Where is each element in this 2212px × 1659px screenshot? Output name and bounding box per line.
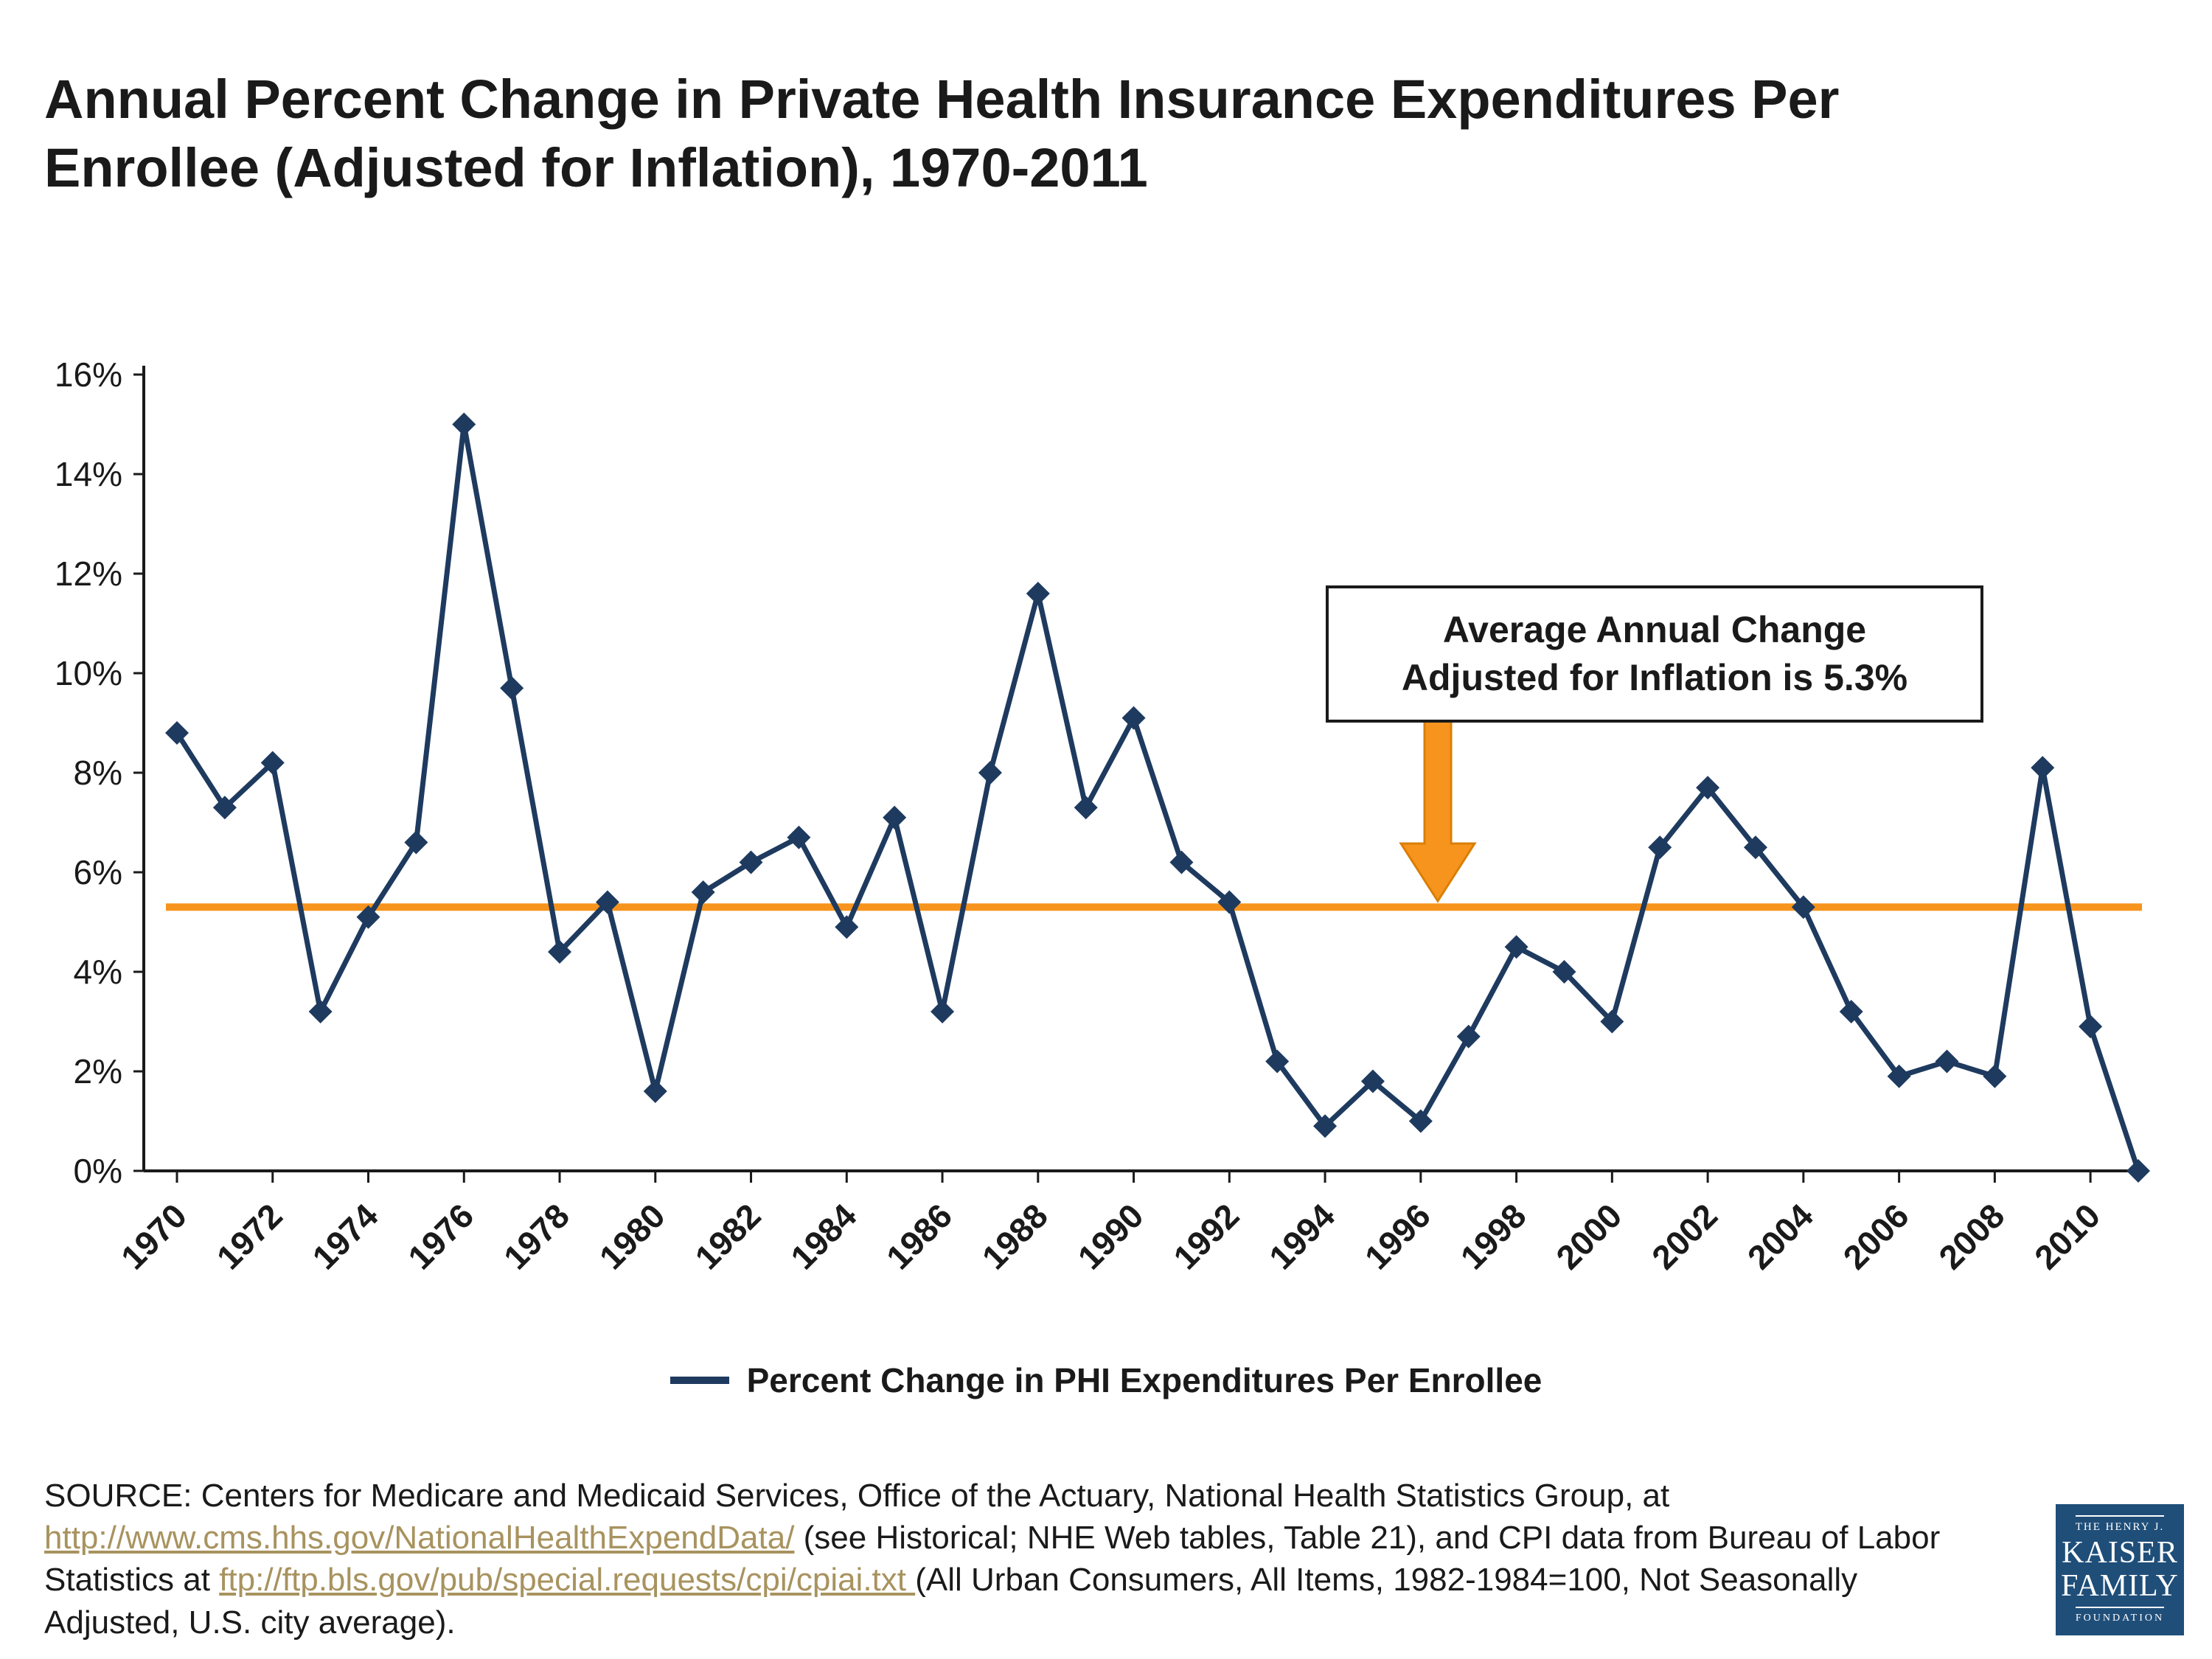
data-point-marker <box>1169 850 1194 874</box>
source-text-segment: SOURCE: Centers for Medicare and Medicai… <box>44 1478 1670 1514</box>
data-point-marker <box>883 805 907 830</box>
data-point-marker <box>1839 1000 1863 1023</box>
kff-logo-foundation: FOUNDATION <box>2075 1606 2165 1624</box>
y-axis-labels: 0% 2% 4% 6% 8% 10% 12% 14% 16% <box>55 355 144 1190</box>
x-tick-label: 2006 <box>1836 1196 1916 1276</box>
y-tick-label: 6% <box>74 853 122 891</box>
y-tick-label: 0% <box>74 1152 122 1190</box>
data-point-marker <box>691 880 715 904</box>
data-point-marker <box>165 721 189 745</box>
data-point-marker <box>1935 1049 1959 1074</box>
data-point-marker <box>1360 1069 1385 1093</box>
x-tick-label: 1990 <box>1070 1196 1150 1276</box>
data-point-marker <box>356 905 380 929</box>
data-point-marker <box>260 751 285 775</box>
data-point-marker <box>1552 960 1576 984</box>
y-tick-label: 4% <box>74 953 122 991</box>
page-title: Annual Percent Change in Private Health … <box>44 68 1840 198</box>
x-tick-label: 1974 <box>305 1196 385 1276</box>
data-point-marker <box>1121 706 1146 730</box>
x-tick-label: 1988 <box>975 1196 1055 1276</box>
data-point-marker <box>978 761 1002 785</box>
data-markers <box>165 412 2150 1183</box>
x-tick-label: 1986 <box>879 1196 959 1276</box>
data-point-marker <box>2079 1015 2103 1039</box>
x-tick-label: 1970 <box>114 1196 194 1276</box>
data-point-marker <box>835 915 859 939</box>
data-point-marker <box>931 1000 955 1023</box>
data-point-marker <box>1648 835 1672 860</box>
data-point-marker <box>1696 776 1720 800</box>
data-point-marker <box>787 825 811 849</box>
kff-logo-kaiser: KAISER <box>2062 1536 2178 1571</box>
chart-area: 0% 2% 4% 6% 8% 10% 12% 14% 16% 1970 1972 1974 1976 19… <box>0 317 2212 1371</box>
data-point-marker <box>1504 935 1528 959</box>
data-point-marker <box>1074 796 1098 820</box>
data-point-marker <box>548 940 572 964</box>
source-link[interactable]: ftp://ftp.bls.gov/pub/special.requests/c… <box>219 1562 916 1599</box>
legend-line-swatch <box>669 1377 729 1384</box>
y-tick-label: 14% <box>55 455 122 493</box>
data-point-marker <box>2126 1159 2150 1183</box>
data-point-marker <box>212 796 237 820</box>
y-tick-label: 8% <box>74 754 122 792</box>
annotation-line-1: Average Annual Change <box>1442 609 1867 650</box>
data-point-marker <box>2031 756 2055 780</box>
data-point-marker <box>1983 1064 2007 1088</box>
source-text-segment: (All Urban Consumers, All Items, 1982-19… <box>44 1562 1858 1641</box>
down-arrow-icon <box>1399 720 1477 903</box>
data-point-marker <box>500 676 524 700</box>
x-tick-label: 1972 <box>209 1196 290 1276</box>
annotation-line-2: Adjusted for Inflation is 5.3% <box>1401 657 1908 698</box>
y-tick-label: 10% <box>55 654 122 692</box>
legend-label: Percent Change in PHI Expenditures Per E… <box>746 1361 1543 1399</box>
x-tick-label: 2000 <box>1548 1196 1629 1276</box>
x-tick-label: 1994 <box>1262 1196 1342 1276</box>
kff-logo: THE HENRY J. KAISER FAMILY FOUNDATION <box>2056 1504 2184 1635</box>
data-line <box>175 423 2141 1172</box>
kff-logo-top-text: THE HENRY J. <box>2075 1515 2165 1534</box>
x-tick-label: 2002 <box>1644 1196 1725 1276</box>
data-point-marker <box>404 830 428 855</box>
data-point-marker <box>1265 1049 1290 1074</box>
line-chart: 0%2%4%6%8%10%12%14%16%1970 1972 1974 1976 19… <box>55 355 2150 1276</box>
x-tick-label: 2004 <box>1740 1196 1820 1276</box>
data-point-marker <box>452 412 476 437</box>
source-text-segment: (see Historical; NHE Web tables, Table 2… <box>44 1520 1941 1599</box>
data-point-marker <box>1408 1109 1433 1133</box>
y-tick-label: 16% <box>55 355 122 394</box>
x-tick-label: 1976 <box>400 1196 481 1276</box>
x-tick-label: 1978 <box>496 1196 577 1276</box>
kff-logo-family: FAMILY <box>2061 1568 2179 1603</box>
data-point-marker <box>643 1079 667 1103</box>
annotation-box: Average Annual Change Adjusted for Infla… <box>1326 585 1983 723</box>
x-tick-label: 1992 <box>1166 1196 1246 1276</box>
x-tick-label: 2008 <box>1931 1196 2011 1276</box>
data-point-marker <box>308 1000 333 1023</box>
source-text: SOURCE: Centers for Medicare and Medicai… <box>44 1475 1991 1644</box>
x-tick-label: 2010 <box>2027 1196 2107 1276</box>
x-axis-labels: 1970 1972 1974 1976 1978 1980 1982 1984 1986 1988… <box>114 1171 2107 1276</box>
x-tick-label: 1998 <box>1453 1196 1534 1276</box>
data-point-marker <box>1600 1009 1624 1034</box>
data-point-marker <box>1791 895 1815 919</box>
legend: Percent Change in PHI Expenditures Per E… <box>0 1360 2212 1400</box>
data-point-marker <box>1026 582 1050 605</box>
x-tick-label: 1996 <box>1357 1196 1438 1276</box>
x-tick-label: 1980 <box>592 1196 672 1276</box>
data-point-marker <box>739 850 763 874</box>
y-tick-label: 2% <box>74 1052 122 1091</box>
y-tick-label: 12% <box>55 554 122 593</box>
x-tick-label: 1984 <box>783 1196 863 1276</box>
source-link[interactable]: http://www.cms.hhs.gov/NationalHealthExp… <box>44 1520 795 1557</box>
data-point-marker <box>1217 890 1242 914</box>
data-point-marker <box>595 890 619 914</box>
data-point-marker <box>1313 1114 1338 1138</box>
x-tick-label: 1982 <box>687 1196 768 1276</box>
data-point-marker <box>1743 835 1767 860</box>
data-point-marker <box>1456 1024 1481 1048</box>
data-point-marker <box>1887 1064 1911 1088</box>
